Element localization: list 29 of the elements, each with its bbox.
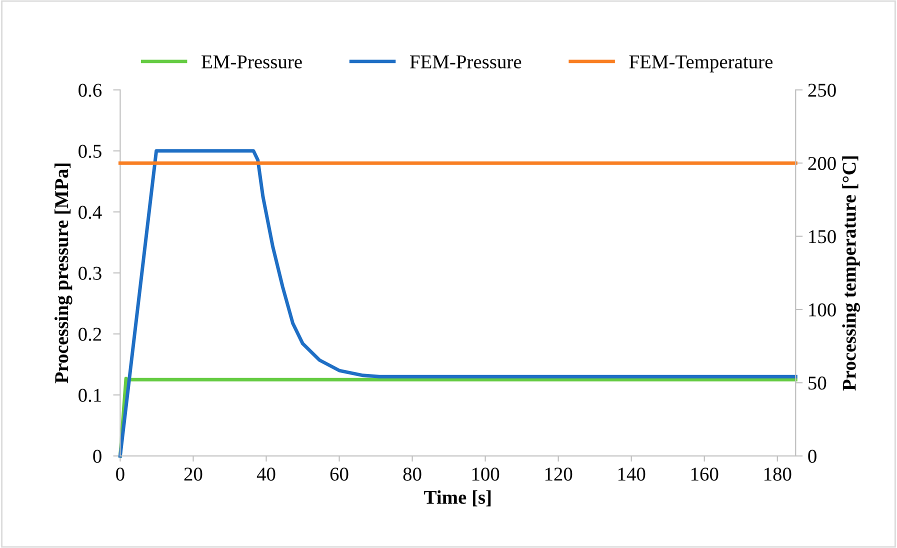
y-tick-label: 0.1: [78, 388, 101, 402]
x-tick-label: 100: [472, 468, 500, 481]
x-tick-label: 120: [545, 468, 572, 481]
y2-tick-label: 150: [809, 230, 836, 244]
x-tick-label: 180: [764, 468, 792, 481]
legend-label: EM-Pressure: [202, 56, 302, 68]
x-tick-label: 80: [403, 468, 422, 481]
x-tick-label: 20: [184, 468, 202, 481]
y-tick-label: 0.5: [78, 144, 102, 158]
x-tick-label: 140: [618, 468, 646, 481]
y-tick-label: 0.2: [78, 328, 102, 341]
y2-tick-label: 0: [808, 450, 816, 463]
x-axis-title: Time [s]: [424, 490, 491, 506]
legend-label: FEM-Temperature: [629, 56, 772, 72]
y2-tick-label: 200: [808, 156, 836, 170]
x-tick-label: 160: [691, 468, 718, 481]
y-tick-label: 0.4: [78, 206, 102, 219]
x-tick-label: 40: [256, 468, 276, 481]
y-tick-label: 0: [93, 450, 102, 463]
y2-axis-title: Processing temperature [°C]: [842, 156, 860, 391]
y2-tick-label: 50: [808, 376, 826, 390]
x-tick-label: 0: [116, 468, 124, 481]
legend-label: FEM-Pressure: [410, 56, 522, 68]
y-axis-title: Processing pressure [MPa]: [54, 164, 72, 384]
y2-tick-label: 100: [809, 303, 836, 316]
y-tick-label: 0.3: [78, 266, 102, 280]
y-tick-label: 0.6: [78, 84, 102, 97]
x-tick-label: 60: [330, 468, 348, 481]
y2-tick-label: 250: [808, 84, 836, 97]
